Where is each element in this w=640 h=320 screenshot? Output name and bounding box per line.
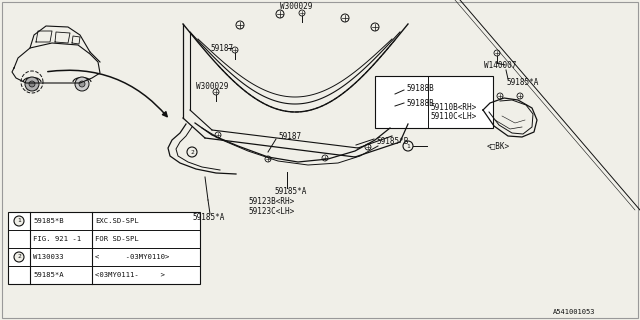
Text: 59110B<RH>: 59110B<RH> [430,102,476,111]
Text: 59123B<RH>: 59123B<RH> [248,197,294,206]
Text: 59123C<LH>: 59123C<LH> [248,206,294,215]
Text: 59185*A: 59185*A [33,272,63,278]
Circle shape [213,89,219,95]
Text: W300029: W300029 [280,2,312,11]
Circle shape [25,77,39,91]
Text: W300029: W300029 [196,82,228,91]
Circle shape [14,216,24,226]
Circle shape [517,93,523,99]
Text: 59185*A: 59185*A [192,213,225,222]
Text: 2: 2 [190,149,194,155]
Text: 59187: 59187 [278,132,301,140]
Circle shape [215,132,221,138]
Circle shape [322,155,328,161]
Text: 59185*A: 59185*A [506,77,538,86]
Circle shape [79,81,85,87]
Circle shape [276,10,284,18]
Text: 2: 2 [17,254,21,260]
Circle shape [75,77,89,91]
Circle shape [14,252,24,262]
Text: 1: 1 [406,143,410,148]
Circle shape [236,21,244,29]
Text: 59188B: 59188B [406,84,434,92]
Bar [375,76,493,128]
Circle shape [29,81,35,87]
Text: <      -03MY0110>: < -03MY0110> [95,254,170,260]
Text: 59187: 59187 [210,44,233,52]
Circle shape [403,141,413,151]
Circle shape [341,14,349,22]
Text: W130033: W130033 [33,254,63,260]
Bar [382,89,394,97]
Circle shape [187,147,197,157]
Text: 59110C<LH>: 59110C<LH> [430,111,476,121]
Text: 59185*B: 59185*B [33,218,63,224]
Circle shape [494,50,500,56]
Bar [8,212,200,284]
Text: <03MY0111-     >: <03MY0111- > [95,272,165,278]
Text: 1: 1 [17,219,21,223]
Text: 59188B: 59188B [406,99,434,108]
Circle shape [265,156,271,162]
Text: 59185*A: 59185*A [274,188,307,196]
Text: FIG. 921 -1: FIG. 921 -1 [33,236,81,242]
Circle shape [232,47,238,53]
Circle shape [299,10,305,16]
Text: EXC.SD-SPL: EXC.SD-SPL [95,218,139,224]
Text: <□BK>: <□BK> [487,141,510,150]
Circle shape [371,23,379,31]
Text: 59185*B: 59185*B [376,137,408,146]
Text: W140007: W140007 [484,60,516,69]
Bar [382,102,394,110]
Circle shape [497,93,503,99]
Text: FOR SD-SPL: FOR SD-SPL [95,236,139,242]
Text: A541001053: A541001053 [553,309,595,315]
Circle shape [365,144,371,150]
